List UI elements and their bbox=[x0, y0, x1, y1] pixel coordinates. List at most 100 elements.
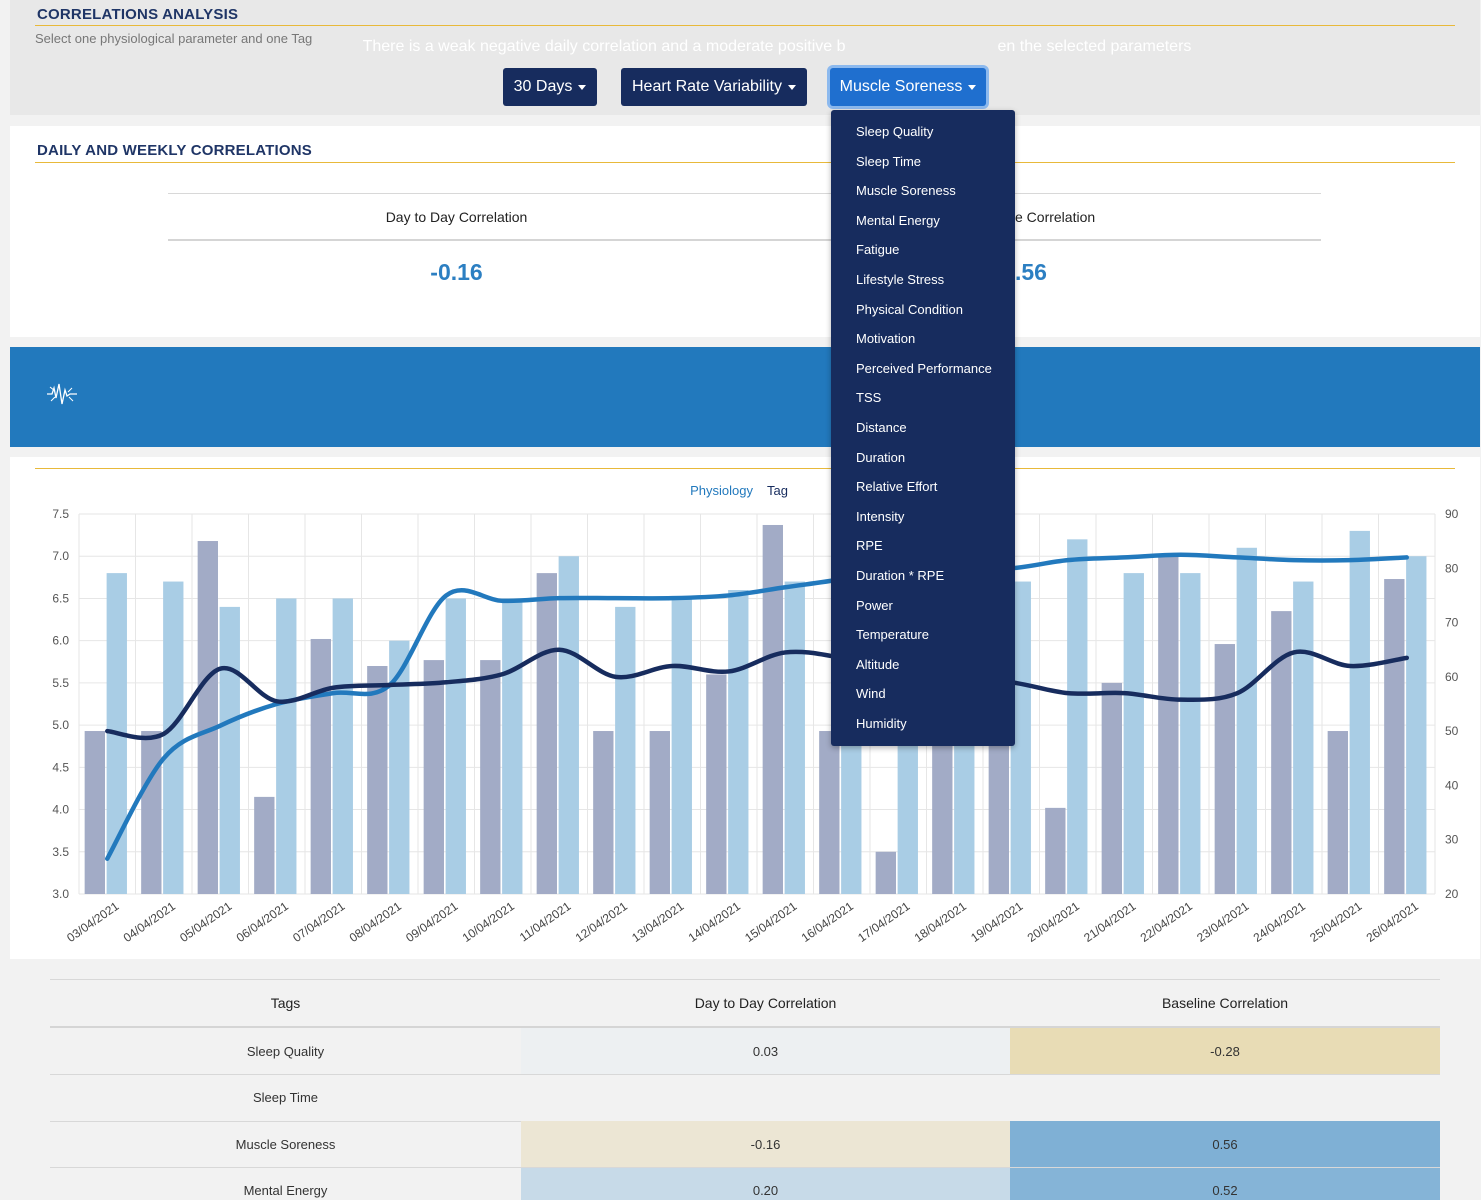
y-right-tick-label: 70 bbox=[1445, 616, 1459, 630]
tag-name-cell: Sleep Quality bbox=[246, 1043, 325, 1059]
physiology-bar bbox=[1101, 682, 1122, 894]
y-left-tick-label: 7.0 bbox=[52, 549, 69, 563]
corr-table-head-rule bbox=[168, 239, 1321, 241]
tag-name-cell: Sleep Time bbox=[252, 1090, 319, 1105]
caret-down-icon bbox=[787, 85, 796, 90]
heartbeat-icon bbox=[47, 383, 77, 405]
tag-bar bbox=[1236, 547, 1257, 894]
physiology-bar bbox=[310, 638, 331, 894]
parameter-label: Heart Rate Variability bbox=[632, 78, 782, 95]
x-tick-label: 03/04/2021 bbox=[64, 899, 121, 945]
y-right-tick-label: 40 bbox=[1445, 778, 1459, 792]
day-corr-cell: -0.16 bbox=[521, 1121, 1010, 1167]
tag-bar bbox=[1010, 581, 1031, 894]
y-left-tick-label: 7.5 bbox=[52, 507, 69, 521]
x-tick-label: 05/04/2021 bbox=[177, 899, 234, 945]
physiology-bar bbox=[875, 851, 896, 894]
dropdown-item[interactable]: Distance bbox=[856, 420, 907, 435]
dropdown-item[interactable]: Mental Energy bbox=[856, 212, 940, 228]
tag-bar bbox=[1067, 539, 1088, 894]
dropdown-item[interactable]: Perceived Performance bbox=[856, 360, 992, 376]
dropdown-item[interactable]: Sleep Time bbox=[856, 153, 922, 169]
tag-bar bbox=[332, 598, 353, 894]
legend-tag: Tag bbox=[767, 483, 788, 498]
table-row: Sleep Time bbox=[50, 1074, 1440, 1121]
dropdown-item[interactable]: Duration bbox=[856, 449, 906, 465]
y-left-tick-label: 4.5 bbox=[52, 760, 69, 774]
x-tick-label: 13/04/2021 bbox=[629, 899, 686, 945]
table-row: Sleep Quality 0.03 -0.28 bbox=[50, 1028, 1440, 1074]
tag-bar bbox=[163, 581, 184, 894]
tag-bar bbox=[389, 640, 410, 894]
caret-down-icon bbox=[968, 85, 977, 90]
dropdown-item[interactable]: Relative Effort bbox=[856, 479, 938, 495]
dropdown-item[interactable]: Altitude bbox=[856, 656, 900, 672]
col-header-day: Day to Day Correlation bbox=[694, 995, 837, 1011]
tag-bar bbox=[1293, 581, 1314, 894]
tag-bar bbox=[445, 598, 466, 894]
caret-down-icon bbox=[578, 85, 587, 90]
y-right-tick-label: 20 bbox=[1445, 887, 1459, 901]
parameter-dropdown-button[interactable]: Heart Rate Variability bbox=[621, 68, 807, 106]
y-right-tick-label: 90 bbox=[1445, 507, 1459, 521]
dropdown-item[interactable]: Sleep Quality bbox=[856, 124, 934, 139]
y-left-tick-label: 5.5 bbox=[52, 676, 69, 690]
physiology-bar bbox=[706, 674, 727, 894]
dropdown-item[interactable]: RPE bbox=[856, 538, 883, 554]
x-tick-label: 14/04/2021 bbox=[686, 899, 743, 945]
dropdown-item[interactable]: Intensity bbox=[856, 508, 905, 524]
tag-bar bbox=[671, 598, 692, 894]
physiology-bar bbox=[480, 660, 501, 894]
dropdown-item[interactable]: Power bbox=[856, 597, 893, 613]
dropdown-item[interactable]: Fatigue bbox=[856, 242, 900, 258]
page-subtitle: Select one physiological parameter and o… bbox=[35, 31, 313, 46]
y-left-tick-label: 6.0 bbox=[52, 634, 69, 648]
tag-name-cell: Mental Energy bbox=[243, 1183, 328, 1198]
physiology-bar bbox=[649, 731, 670, 894]
baseline-corr-cell: -0.28 bbox=[1010, 1028, 1440, 1074]
tag-dropdown-button[interactable]: Muscle Soreness bbox=[830, 68, 986, 106]
tag-bar bbox=[1123, 573, 1144, 894]
physiology-bar bbox=[423, 660, 444, 894]
dropdown-item[interactable]: Physical Condition bbox=[856, 301, 963, 317]
dropdown-item[interactable]: Lifestyle Stress bbox=[856, 272, 945, 287]
physiology-bar bbox=[254, 796, 275, 894]
period-dropdown-button[interactable]: 30 Days bbox=[503, 68, 597, 106]
corr-table-top-rule bbox=[168, 193, 1321, 194]
tag-bar bbox=[1349, 530, 1370, 894]
physiology-bar bbox=[1158, 556, 1179, 894]
dropdown-item[interactable]: Duration * RPE bbox=[856, 568, 945, 583]
dropdown-item[interactable]: Muscle Soreness bbox=[856, 183, 956, 199]
daily-weekly-panel bbox=[10, 126, 1480, 337]
physiology-bar bbox=[1214, 644, 1235, 894]
dropdown-item[interactable]: TSS bbox=[856, 390, 882, 406]
col-header-tags: Tags bbox=[270, 995, 301, 1011]
physiology-bar bbox=[762, 524, 783, 894]
tag-bar bbox=[615, 606, 636, 894]
baseline-header: e Correlation bbox=[1015, 209, 1096, 225]
day-corr-cell bbox=[521, 1074, 1010, 1121]
x-tick-label: 04/04/2021 bbox=[121, 899, 178, 945]
x-tick-label: 06/04/2021 bbox=[234, 899, 291, 945]
x-tick-label: 24/04/2021 bbox=[1251, 899, 1308, 945]
x-tick-label: 20/04/2021 bbox=[1025, 899, 1082, 945]
dropdown-item[interactable]: Motivation bbox=[856, 331, 916, 347]
x-tick-label: 12/04/2021 bbox=[573, 899, 630, 945]
physiology-bar bbox=[84, 731, 105, 894]
x-tick-label: 26/04/2021 bbox=[1364, 899, 1421, 945]
tag-bar bbox=[502, 598, 523, 894]
x-tick-label: 09/04/2021 bbox=[403, 899, 460, 945]
dropdown-item[interactable]: Humidity bbox=[856, 716, 907, 731]
physiology-bar bbox=[197, 541, 218, 894]
insight-text: There is a weak negative daily correlati… bbox=[348, 38, 1206, 56]
baseline-corr-cell: 0.56 bbox=[1010, 1121, 1440, 1167]
tag-label: Muscle Soreness bbox=[839, 78, 963, 95]
dropdown-item[interactable]: Wind bbox=[856, 686, 886, 702]
physiology-bar bbox=[536, 573, 557, 894]
period-label: 30 Days bbox=[513, 78, 573, 95]
dropdown-item[interactable]: Temperature bbox=[856, 627, 929, 643]
x-tick-label: 25/04/2021 bbox=[1307, 899, 1364, 945]
x-tick-label: 22/04/2021 bbox=[1138, 899, 1195, 945]
chart-divider bbox=[35, 468, 1455, 469]
tag-line bbox=[105, 647, 1409, 741]
